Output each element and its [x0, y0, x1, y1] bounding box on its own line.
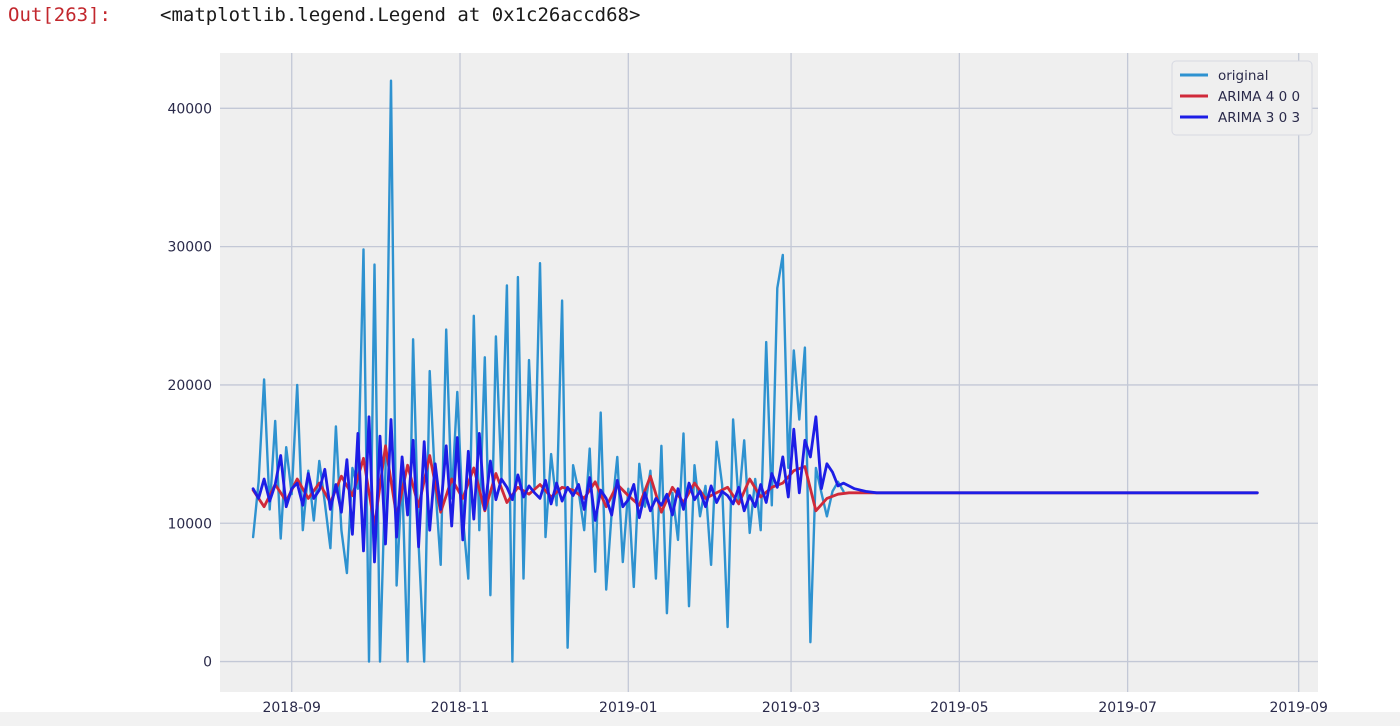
y-tick-label: 40000 [167, 101, 212, 117]
y-tick-label: 0 [203, 655, 212, 671]
series-line-3 [251, 415, 1259, 564]
y-tick-label: 20000 [167, 378, 212, 394]
legend: original ARIMA 4 0 0 ARIMA 3 0 3 [1171, 60, 1313, 136]
legend-label: original [1218, 68, 1268, 84]
output-prompt: Out[263]: [8, 4, 111, 26]
plot-area [220, 53, 1318, 692]
grid-lines [220, 53, 1318, 692]
y-tick-label: 10000 [167, 516, 212, 532]
legend-label: ARIMA 4 0 0 [1218, 89, 1300, 105]
series-lines [251, 79, 1259, 663]
cell-separator [0, 712, 1400, 726]
y-tick-label: 30000 [167, 240, 212, 256]
legend-label: ARIMA 3 0 3 [1218, 110, 1300, 126]
output-text: <matplotlib.legend.Legend at 0x1c26accd6… [160, 4, 641, 26]
series-line-2 [251, 444, 1259, 528]
